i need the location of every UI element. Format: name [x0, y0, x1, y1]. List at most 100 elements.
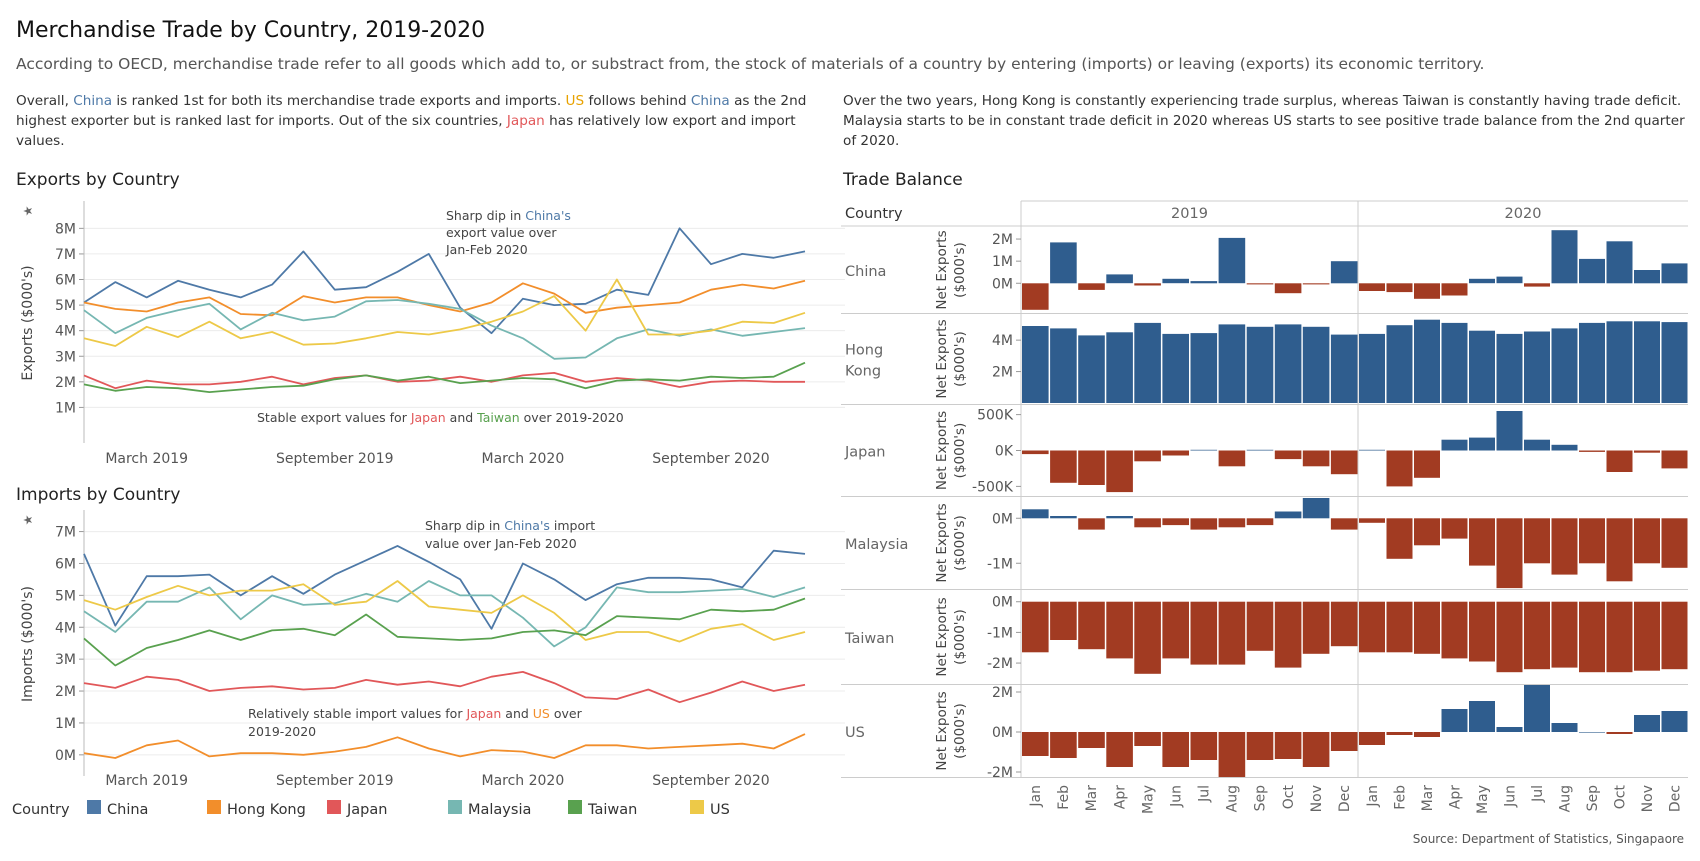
source-note: Source: Department of Statistics, Singap…	[1412, 832, 1684, 846]
annotation-run: and	[501, 706, 532, 721]
month-label: May	[1475, 785, 1491, 814]
trade-balance-china-bar	[1579, 258, 1605, 284]
trade-balance-year-header: 2020	[1505, 206, 1542, 222]
trade-balance-taiwan-bar	[1551, 601, 1578, 668]
trade-balance-china-bar	[1606, 241, 1633, 284]
trade-balance-taiwan-ytick-label: -2M	[987, 656, 1013, 672]
trade-balance-row-header: Country	[845, 206, 903, 222]
trade-balance-taiwan-bar	[1274, 601, 1302, 668]
annotation-run: US	[533, 706, 550, 721]
trade-balance-taiwan-bar	[1524, 601, 1550, 670]
text-run: follows behind	[584, 93, 691, 109]
trade-balance-hong-kong-bar	[1022, 326, 1049, 403]
trade-balance-china-bar	[1246, 283, 1274, 285]
trade-balance-japan-bar	[1246, 449, 1274, 451]
text-run: as the 2nd highest exporter but is ranke…	[16, 93, 807, 129]
annotation-run: Sharp dip in	[425, 518, 504, 533]
trade-balance-japan-bar	[1190, 449, 1218, 451]
trade-balance-japan-bar	[1606, 450, 1633, 472]
trade-balance-hong-kong-bar	[1078, 335, 1105, 403]
month-label: Sep	[1585, 785, 1601, 812]
trade-balance-us-bar	[1246, 732, 1274, 760]
imports-annotation: Sharp dip in China's import	[425, 518, 595, 533]
trade-balance-china-bar	[1274, 283, 1302, 294]
imports-ytick-label: 1M	[55, 716, 76, 732]
trade-balance-china-bar	[1190, 281, 1218, 284]
month-label: Oct	[1281, 785, 1297, 810]
trade-balance-hong-kong-bar	[1330, 334, 1358, 403]
page-title: Merchandise Trade by Country, 2019-2020	[16, 18, 486, 43]
imports-xtick-label: March 2019	[105, 773, 188, 789]
trade-balance-japan-bar	[1469, 437, 1495, 451]
legend-swatch-hong-kong	[207, 800, 221, 814]
exports-ytick-label: 3M	[55, 349, 76, 365]
imports-series-line-us	[83, 580, 806, 643]
legend-label-malaysia: Malaysia	[468, 802, 531, 818]
trade-balance-taiwan-bar	[1134, 601, 1161, 674]
trade-balance-taiwan-ytick-label: -1M	[987, 625, 1013, 641]
trade-balance-japan-ytick-label: 0K	[995, 444, 1014, 460]
trade-balance-us-country-label: US	[845, 725, 865, 741]
trade-balance-malaysia-bar	[1579, 518, 1605, 564]
trade-balance-taiwan-bar	[1330, 601, 1358, 647]
exports-xtick-label: March 2020	[481, 451, 564, 467]
month-label: Mar	[1084, 785, 1100, 812]
annotation-run: Relatively stable import values for	[248, 706, 466, 721]
text-run-china: China	[73, 93, 113, 109]
trade-balance-taiwan-bar	[1078, 601, 1105, 650]
text-run-us: US	[565, 93, 585, 109]
trade-balance-us-ytick-label: 0M	[992, 725, 1013, 741]
trade-balance-taiwan-bar	[1359, 601, 1385, 653]
imports-ytick-label: 6M	[55, 556, 76, 572]
trade-balance-us-bar	[1162, 732, 1189, 767]
month-label: Feb	[1056, 785, 1072, 810]
trade-balance-malaysia-bar	[1190, 518, 1218, 530]
trade-balance-japan-bar	[1441, 439, 1468, 451]
month-label: Jun	[1168, 785, 1184, 808]
trade-balance-taiwan-bar	[1190, 601, 1218, 665]
trade-balance-malaysia-bar	[1606, 518, 1633, 582]
trade-balance-taiwan-bar	[1246, 601, 1274, 651]
trade-balance-japan-ytick-label: -500K	[972, 479, 1014, 495]
trade-balance-taiwan-country-label: Taiwan	[844, 631, 894, 647]
trade-balance-china-bar	[1330, 261, 1358, 284]
trade-balance-us-bar	[1414, 732, 1440, 737]
trade-balance-hong-kong-bar	[1606, 321, 1633, 403]
exports-ytick-label: 2M	[55, 375, 76, 391]
trade-balance-hong-kong-y-label: ($000's)	[952, 331, 968, 387]
trade-balance-japan-bar	[1162, 450, 1189, 456]
trade-balance-us-bar	[1302, 732, 1330, 767]
trade-balance-japan-bar	[1414, 450, 1440, 478]
month-label: Mar	[1420, 785, 1436, 812]
trade-balance-japan-bar	[1302, 450, 1330, 467]
legend-swatch-taiwan	[568, 800, 582, 814]
trade-balance-china-country-label: China	[845, 264, 886, 280]
annotation-run: Japan	[465, 706, 501, 721]
trade-balance-taiwan-y-label: ($000's)	[952, 609, 968, 665]
trade-balance-us-bar	[1441, 709, 1468, 732]
trade-balance-malaysia-bar	[1274, 511, 1302, 519]
imports-ytick-label: 7M	[55, 525, 76, 541]
trade-balance-japan-bar	[1022, 450, 1049, 455]
month-label: May	[1140, 785, 1156, 814]
trade-balance-taiwan-bar	[1496, 601, 1523, 673]
month-label: Aug	[1225, 785, 1241, 812]
trade-balance-china-bar	[1414, 283, 1440, 299]
trade-balance-malaysia-bar	[1359, 518, 1385, 523]
trade-balance-china-ytick-label: 0M	[992, 276, 1013, 292]
trade-balance-us-bar	[1190, 732, 1218, 760]
trade-balance-hong-kong-bar	[1190, 333, 1218, 403]
trade-balance-hong-kong-country-label: Kong	[845, 364, 881, 380]
trade-balance-china-y-label: ($000's)	[952, 242, 968, 298]
trade-balance-china-bar	[1078, 283, 1105, 290]
month-label: Dec	[1667, 785, 1683, 812]
trade-balance-japan-bar	[1134, 450, 1161, 462]
annotation-run: Taiwan	[476, 410, 520, 425]
legend-swatch-china	[87, 800, 101, 814]
trade-balance-hong-kong-bar	[1496, 333, 1523, 403]
month-label: Sep	[1253, 785, 1269, 812]
trade-balance-taiwan-bar	[1441, 601, 1468, 659]
trade-balance-hong-kong-bar	[1134, 322, 1161, 403]
trade-balance-us-bar	[1579, 732, 1605, 733]
text-run: has relatively low export and import val…	[16, 113, 796, 149]
